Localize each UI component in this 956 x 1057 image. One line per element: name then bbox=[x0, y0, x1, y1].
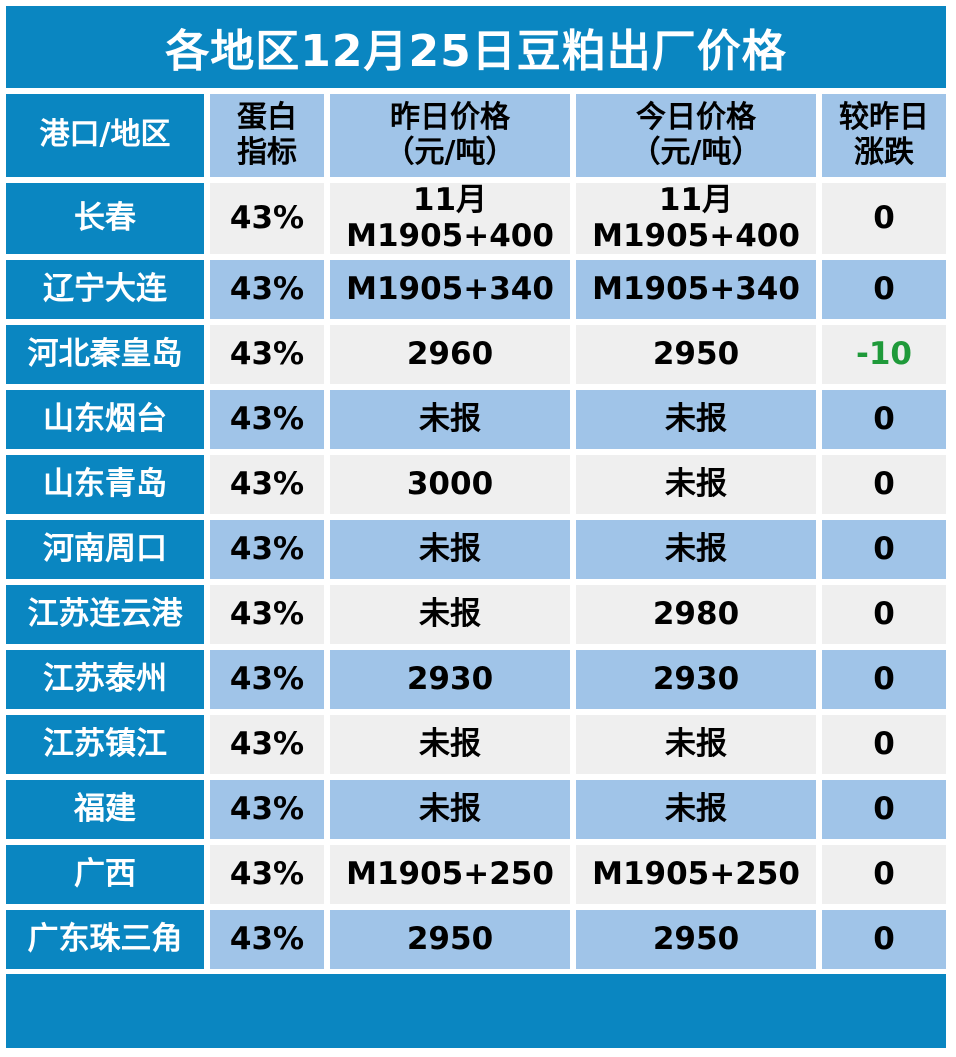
yesterday-price-cell: 2950 bbox=[330, 910, 576, 976]
change-cell: 0 bbox=[822, 845, 946, 911]
protein-cell: 43% bbox=[210, 390, 330, 456]
table-row: 山东青岛 43% 3000 未报 0 bbox=[6, 455, 946, 521]
change-cell: -10 bbox=[822, 325, 946, 391]
today-price-cell: 未报 bbox=[576, 520, 822, 586]
table-row: 广东珠三角 43% 2950 2950 0 bbox=[6, 910, 946, 976]
protein-cell: 43% bbox=[210, 585, 330, 651]
yesterday-price-cell: 未报 bbox=[330, 585, 576, 651]
table-row: 江苏镇江 43% 未报 未报 0 bbox=[6, 715, 946, 781]
yesterday-price-cell: 未报 bbox=[330, 390, 576, 456]
table-row: 广西 43% M1905+250 M1905+250 0 bbox=[6, 845, 946, 911]
table-row: 河南周口 43% 未报 未报 0 bbox=[6, 520, 946, 586]
change-cell: 0 bbox=[822, 520, 946, 586]
today-price-cell: 未报 bbox=[576, 715, 822, 781]
table-row: 长春 43% 11月 M1905+400 11月 M1905+400 0 bbox=[6, 182, 946, 261]
table-row: 辽宁大连 43% M1905+340 M1905+340 0 bbox=[6, 260, 946, 326]
protein-cell: 43% bbox=[210, 715, 330, 781]
table-row: 江苏连云港 43% 未报 2980 0 bbox=[6, 585, 946, 651]
change-cell: 0 bbox=[822, 183, 946, 261]
change-cell: 0 bbox=[822, 715, 946, 781]
yesterday-price-cell: 未报 bbox=[330, 780, 576, 846]
protein-cell: 43% bbox=[210, 910, 330, 976]
change-cell: 0 bbox=[822, 910, 946, 976]
table-row: 福建 43% 未报 未报 0 bbox=[6, 780, 946, 846]
yesterday-price-cell: 未报 bbox=[330, 520, 576, 586]
price-table: 港口/地区 蛋白 指标 昨日价格 （元/吨） 今日价格 （元/吨） 较昨日 涨跌 长春 4… bbox=[6, 94, 946, 976]
region-cell: 长春 bbox=[6, 183, 210, 261]
today-price-cell: 2950 bbox=[576, 910, 822, 976]
today-price-cell: 11月 M1905+400 bbox=[576, 182, 822, 261]
protein-cell: 43% bbox=[210, 780, 330, 846]
change-cell: 0 bbox=[822, 390, 946, 456]
today-price-cell: 2980 bbox=[576, 585, 822, 651]
protein-cell: 43% bbox=[210, 183, 330, 261]
region-cell: 江苏镇江 bbox=[6, 715, 210, 781]
header-protein: 蛋白 指标 bbox=[210, 94, 330, 183]
table-row: 山东烟台 43% 未报 未报 0 bbox=[6, 390, 946, 456]
page-title: 各地区12月25日豆粕出厂价格 bbox=[6, 6, 946, 88]
header-yesterday-price: 昨日价格 （元/吨） bbox=[330, 94, 576, 183]
yesterday-price-cell: 2960 bbox=[330, 325, 576, 391]
yesterday-price-cell: 3000 bbox=[330, 455, 576, 521]
region-cell: 山东青岛 bbox=[6, 455, 210, 521]
footer-bar bbox=[6, 974, 946, 1048]
region-cell: 辽宁大连 bbox=[6, 260, 210, 326]
header-today-price: 今日价格 （元/吨） bbox=[576, 94, 822, 183]
today-price-cell: 2950 bbox=[576, 325, 822, 391]
region-cell: 江苏泰州 bbox=[6, 650, 210, 716]
yesterday-price-cell: M1905+340 bbox=[330, 260, 576, 326]
protein-cell: 43% bbox=[210, 650, 330, 716]
region-cell: 江苏连云港 bbox=[6, 585, 210, 651]
header-change: 较昨日 涨跌 bbox=[822, 94, 946, 183]
protein-cell: 43% bbox=[210, 520, 330, 586]
change-cell: 0 bbox=[822, 260, 946, 326]
protein-cell: 43% bbox=[210, 260, 330, 326]
today-price-cell: 2930 bbox=[576, 650, 822, 716]
region-cell: 河北秦皇岛 bbox=[6, 325, 210, 391]
region-cell: 广西 bbox=[6, 845, 210, 911]
protein-cell: 43% bbox=[210, 845, 330, 911]
change-cell: 0 bbox=[822, 585, 946, 651]
region-cell: 河南周口 bbox=[6, 520, 210, 586]
today-price-cell: 未报 bbox=[576, 780, 822, 846]
protein-cell: 43% bbox=[210, 455, 330, 521]
header-region: 港口/地区 bbox=[6, 94, 210, 183]
today-price-cell: M1905+340 bbox=[576, 260, 822, 326]
change-cell: 0 bbox=[822, 650, 946, 716]
yesterday-price-cell: 2930 bbox=[330, 650, 576, 716]
region-cell: 广东珠三角 bbox=[6, 910, 210, 976]
region-cell: 福建 bbox=[6, 780, 210, 846]
price-table-card: 各地区12月25日豆粕出厂价格 港口/地区 蛋白 指标 昨日价格 （元/吨） 今日价… bbox=[6, 6, 946, 1048]
yesterday-price-cell: 11月 M1905+400 bbox=[330, 182, 576, 261]
change-cell: 0 bbox=[822, 455, 946, 521]
protein-cell: 43% bbox=[210, 325, 330, 391]
table-header-row: 港口/地区 蛋白 指标 昨日价格 （元/吨） 今日价格 （元/吨） 较昨日 涨跌 bbox=[6, 94, 946, 183]
table-row: 河北秦皇岛 43% 2960 2950 -10 bbox=[6, 325, 946, 391]
yesterday-price-cell: 未报 bbox=[330, 715, 576, 781]
today-price-cell: M1905+250 bbox=[576, 845, 822, 911]
table-row: 江苏泰州 43% 2930 2930 0 bbox=[6, 650, 946, 716]
today-price-cell: 未报 bbox=[576, 455, 822, 521]
change-cell: 0 bbox=[822, 780, 946, 846]
region-cell: 山东烟台 bbox=[6, 390, 210, 456]
today-price-cell: 未报 bbox=[576, 390, 822, 456]
yesterday-price-cell: M1905+250 bbox=[330, 845, 576, 911]
